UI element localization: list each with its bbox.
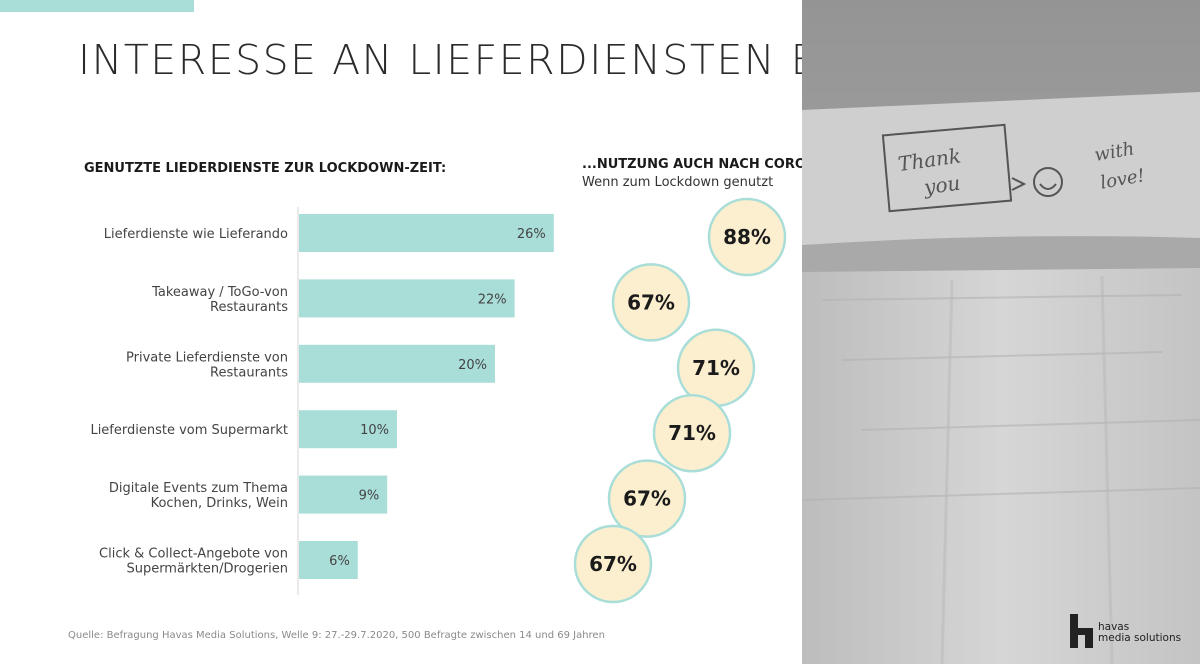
paper-bag-photo: Thank you with love! [802,0,1200,664]
category-label-1-line-1: Lieferdienste wie Lieferando [104,227,288,242]
bubble-value-label-2: 67% [627,290,675,314]
bubble-series: 88% 67% 71% 71% 67% 67% [573,197,787,604]
bubble-value-label-1: 88% [723,225,771,249]
bar-value-label-2: 22% [478,292,507,307]
logo-line-2: media solutions [1098,632,1182,644]
bubble-value-label-4: 71% [668,421,716,445]
bubble-value-label-5: 67% [623,487,671,511]
bubble-value-label-6: 67% [589,552,637,576]
category-label-2-line-2: Restaurants [210,300,288,315]
bubble-chart-title: ...NUTZUNG AUCH NACH CORONA? [582,157,835,172]
bar-value-label-5: 9% [359,489,380,504]
page-title: INTERESSE AN LIEFERDIENSTEN BLEIBT [78,36,940,84]
accent-bar [0,0,194,12]
bar-value-label-1: 26% [517,227,546,242]
bar-4 [299,410,397,449]
category-label-6-line-1: Click & Collect-Angebote von [99,547,288,562]
bar-2 [299,279,515,318]
bar-3 [299,344,495,383]
category-label-3-line-2: Restaurants [210,365,288,380]
note-text-you: you [922,171,962,200]
bar-value-label-4: 10% [360,423,389,438]
bar-value-label-3: 20% [458,358,487,373]
havas-logo-icon [1070,614,1093,648]
bubble-4 [652,393,732,473]
bubble-value-label-3: 71% [692,356,740,380]
category-label-4-line-1: Lieferdienste vom Supermarkt [90,423,288,438]
bar-chart-title: GENUTZTE LIEDERDIENSTE ZUR LOCKDOWN-ZEIT… [84,161,447,176]
bubble-2 [611,263,691,342]
category-label-5-line-2: Kochen, Drinks, Wein [151,496,288,511]
category-label-6-line-2: Supermärkten/Drogerien [126,562,288,577]
bubble-1 [707,197,787,277]
bar-6 [299,541,358,579]
category-label-3-line-1: Private Lieferdienste von [126,350,288,365]
logo-text: havas media solutions [1098,622,1181,644]
bar-5 [299,475,388,514]
bar-series: 26% Lieferdienste wie Lieferando 22% Takeaw… [90,214,554,579]
bubble-chart-subtitle: Wenn zum Lockdown genutzt [582,175,774,190]
bar-value-label-6: 6% [329,554,350,569]
source-note: Quelle: Befragung Havas Media Solutions,… [68,630,605,641]
bar-1 [299,214,554,252]
bubble-6 [573,524,653,604]
category-label-2-line-1: Takeaway / ToGo-von [151,285,288,300]
logo-line-1: havas [1098,621,1130,633]
bubble-5 [607,459,687,538]
category-label-5-line-1: Digitale Events zum Thema [109,481,288,496]
